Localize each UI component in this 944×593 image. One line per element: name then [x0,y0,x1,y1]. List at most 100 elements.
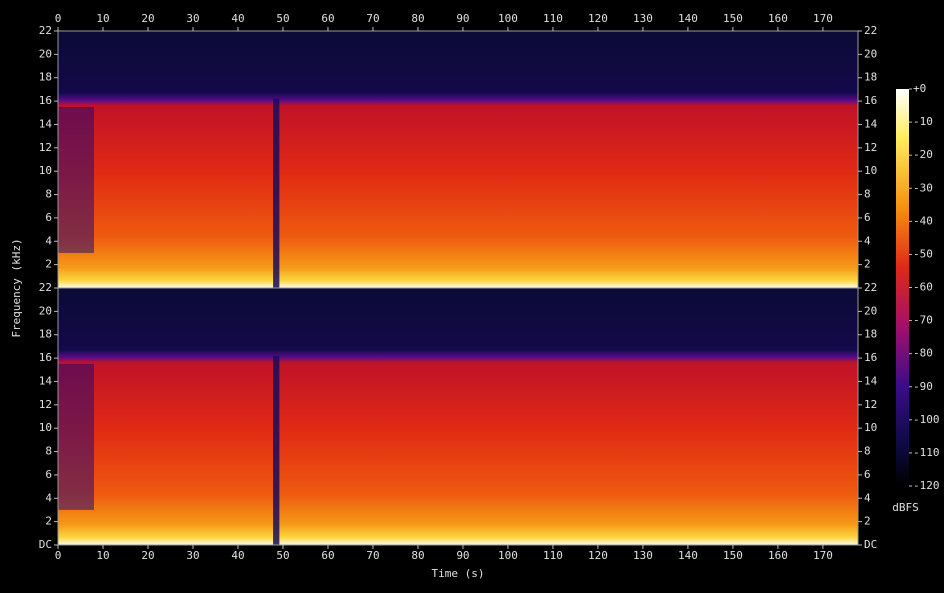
colorbar-tick-label: -30 [913,181,933,194]
colorbar-tick-label: -90 [913,380,933,393]
y-tick-label: 4 [864,234,871,247]
y-tick-label: 4 [45,234,52,247]
colorbar-tick-label: -80 [913,347,933,360]
x-tick-label: 70 [366,12,379,25]
y-tick-label: 2 [45,515,52,528]
x-tick-label: 0 [55,12,62,25]
x-tick-label: 100 [498,12,518,25]
colorbar-tick-label: -60 [913,281,933,294]
x-tick-label: 20 [141,12,154,25]
colorbar-tick-label: +0 [913,82,926,95]
x-tick-label: 50 [276,549,289,562]
y-tick-label: 10 [864,421,877,434]
x-axis-label: Time (s) [432,567,485,580]
colorbar-tick-label: -120 [913,479,940,492]
y-tick-label: 6 [45,211,52,224]
y-tick-label: 8 [45,188,52,201]
y-tick-label: 16 [39,351,52,364]
y-tick-label: 8 [864,445,871,458]
colorbar-tick-label: -10 [913,115,933,128]
y-tick-label: 16 [864,351,877,364]
x-tick-label: 60 [321,12,334,25]
intro-column [58,363,94,510]
x-tick-label: 170 [813,12,833,25]
y-tick-label: 2 [45,258,52,271]
x-tick-label: 80 [411,12,424,25]
y-tick-label: 8 [864,188,871,201]
y-tick-label: 2 [864,258,871,271]
y-tick-label: 22 [864,24,877,37]
x-tick-label: 140 [678,549,698,562]
y-tick-label: 2 [864,515,871,528]
x-tick-label: 100 [498,549,518,562]
y-tick-label: 14 [39,117,53,130]
quiet-column [273,355,280,545]
colorbar-tick-label: -70 [913,314,933,327]
y-tick-label: DC [864,538,877,551]
y-tick-label: 16 [864,94,877,107]
spectrogram-image [58,288,858,545]
y-tick-label: 22 [39,24,52,37]
y-tick-label: 20 [39,304,52,317]
y-tick-label: 18 [39,328,52,341]
x-tick-label: 0 [55,549,62,562]
x-tick-label: 90 [456,549,469,562]
colorbar-label: dBFS [892,501,919,514]
colorbar-tick-label: -40 [913,214,933,227]
y-tick-label: 12 [864,141,877,154]
y-tick-label: 10 [39,164,52,177]
x-tick-label: 160 [768,12,788,25]
colorbar-tick-label: -20 [913,148,933,161]
x-tick-label: 20 [141,549,154,562]
x-tick-label: 50 [276,12,289,25]
y-tick-label: 14 [39,374,53,387]
panel-frame [57,287,859,546]
y-tick-label: 12 [39,398,52,411]
colorbar-tick-label: -50 [913,247,933,260]
y-tick-label: 6 [45,468,52,481]
y-tick-label: 18 [864,71,877,84]
colorbar-tick-label: -100 [913,413,940,426]
x-tick-label: 110 [543,549,563,562]
x-tick-label: 30 [186,549,199,562]
x-tick-label: 150 [723,549,743,562]
y-tick-label: 12 [864,398,877,411]
intro-column [58,106,94,253]
y-tick-label: 22 [864,281,877,294]
x-tick-label: 30 [186,12,199,25]
x-tick-label: 10 [96,12,109,25]
colorbar [896,89,909,486]
x-tick-label: 60 [321,549,334,562]
y-tick-label: 16 [39,94,52,107]
plot-area [58,31,858,545]
y-tick-label: 20 [864,47,877,60]
y-tick-label: 20 [39,47,52,60]
x-tick-label: 80 [411,549,424,562]
y-tick-label: 22 [39,281,52,294]
spectrogram-image [58,31,858,288]
y-tick-label: 14 [864,117,878,130]
y-tick-label: 18 [39,71,52,84]
x-tick-label: 130 [633,12,653,25]
x-tick-label: 130 [633,549,653,562]
x-tick-label: 120 [588,549,608,562]
y-tick-label: 20 [864,304,877,317]
x-tick-label: 10 [96,549,109,562]
colorbar-tick-label: -110 [913,446,940,459]
y-tick-label: 6 [864,468,871,481]
x-tick-label: 140 [678,12,698,25]
y-tick-label: 10 [39,421,52,434]
quiet-column [273,98,280,288]
y-axis-label: Frequency (kHz) [10,238,23,337]
y-tick-label: 18 [864,328,877,341]
y-tick-label: 12 [39,141,52,154]
y-tick-label: 6 [864,211,871,224]
y-tick-label: 4 [864,491,871,504]
x-tick-label: 170 [813,549,833,562]
y-tick-label: 14 [864,374,878,387]
y-tick-label: 4 [45,491,52,504]
x-tick-label: 110 [543,12,563,25]
x-tick-label: 40 [231,12,244,25]
y-tick-label: 10 [864,164,877,177]
